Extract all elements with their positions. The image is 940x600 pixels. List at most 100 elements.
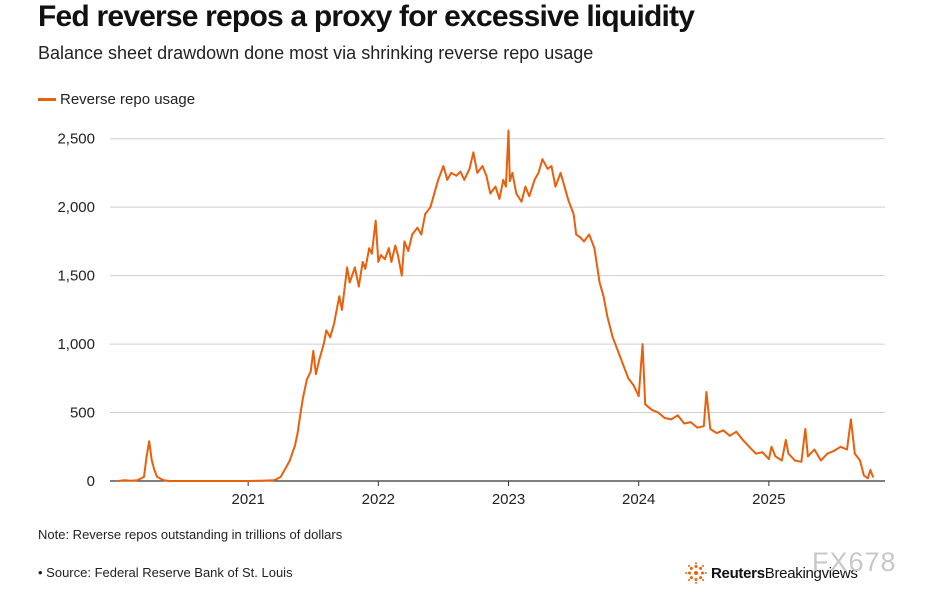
data-point xyxy=(563,185,566,188)
data-point xyxy=(123,479,126,482)
data-point xyxy=(748,445,751,448)
data-point xyxy=(559,172,562,174)
data-point xyxy=(741,439,744,441)
data-point xyxy=(195,480,198,482)
data-point xyxy=(735,430,738,433)
data-point xyxy=(387,247,390,250)
data-point xyxy=(872,476,874,478)
data-point xyxy=(380,254,382,256)
data-point xyxy=(370,252,373,255)
data-point xyxy=(850,418,852,421)
data-point xyxy=(702,425,705,428)
data-point xyxy=(416,226,419,229)
data-point xyxy=(598,281,601,284)
data-point xyxy=(411,233,414,236)
data-point xyxy=(400,274,403,277)
y-tick-label: 2,500 xyxy=(57,131,95,148)
data-point xyxy=(322,343,325,345)
data-point xyxy=(511,172,514,174)
data-point xyxy=(329,336,332,339)
data-point xyxy=(606,315,609,318)
data-point xyxy=(299,414,302,417)
data-point xyxy=(807,455,809,458)
data-point xyxy=(485,174,488,177)
data-point xyxy=(770,445,773,448)
data-point xyxy=(468,167,471,170)
data-point xyxy=(804,428,807,430)
data-point xyxy=(459,170,462,173)
data-point xyxy=(508,180,511,183)
data-point xyxy=(833,450,835,452)
data-point xyxy=(537,172,540,174)
data-point xyxy=(705,391,708,393)
data-point xyxy=(309,370,312,373)
data-point xyxy=(781,459,783,462)
data-point xyxy=(546,167,549,170)
data-point xyxy=(507,129,510,132)
series-group xyxy=(117,129,874,482)
y-tick-label: 1,500 xyxy=(57,268,95,285)
data-point xyxy=(283,469,286,471)
data-point xyxy=(787,452,790,455)
x-tick-label: 2025 xyxy=(752,491,785,508)
data-point xyxy=(357,285,360,288)
data-point xyxy=(794,459,796,462)
data-point xyxy=(136,479,139,482)
data-point xyxy=(247,480,250,482)
y-tick-label: 500 xyxy=(70,405,95,422)
data-point xyxy=(455,174,458,177)
data-point xyxy=(728,434,731,437)
data-point xyxy=(148,440,151,443)
data-point xyxy=(156,476,159,478)
chart-title: Fed reverse repos a proxy for excessive … xyxy=(38,0,695,33)
brand-logo: Reuters Breakingviews xyxy=(685,562,858,584)
y-axis: 0 500 1,000 1,500 2,000 2,500 xyxy=(57,131,95,490)
data-point xyxy=(583,240,585,243)
data-point xyxy=(312,350,315,352)
data-point xyxy=(384,258,386,261)
brand-name-rest: Breakingviews xyxy=(764,564,858,582)
data-point xyxy=(315,373,317,376)
data-point xyxy=(318,356,321,359)
data-point xyxy=(622,363,624,366)
data-point xyxy=(424,213,427,215)
data-point xyxy=(641,343,644,345)
data-point xyxy=(632,384,635,387)
data-point xyxy=(442,165,445,168)
data-point xyxy=(288,459,291,462)
data-point xyxy=(403,240,406,243)
data-point xyxy=(611,336,614,339)
data-point xyxy=(533,178,536,181)
chart-source: • Source: Federal Reserve Bank of St. Lo… xyxy=(38,565,293,580)
data-point xyxy=(657,411,660,414)
data-point xyxy=(494,185,497,188)
data-point xyxy=(433,192,436,195)
y-tick-label: 2,000 xyxy=(57,199,95,216)
data-point xyxy=(394,244,397,247)
data-point xyxy=(361,261,364,263)
data-point xyxy=(768,458,770,460)
reuters-logo-icon xyxy=(685,562,707,584)
data-point xyxy=(130,479,132,482)
chart-subtitle: Balance sheet drawdown done most via shr… xyxy=(38,43,594,63)
chart-note: Note: Reverse repos outstanding in trill… xyxy=(38,527,343,542)
data-point xyxy=(221,480,224,482)
data-point xyxy=(602,295,605,298)
data-point xyxy=(650,408,653,411)
data-point xyxy=(429,206,432,209)
data-point xyxy=(437,178,440,181)
data-point xyxy=(715,432,718,434)
data-point xyxy=(863,474,865,477)
data-point xyxy=(346,266,348,269)
chart-legend: Reverse repo usage xyxy=(38,91,195,108)
data-point xyxy=(150,459,153,462)
data-point xyxy=(481,165,484,168)
data-point xyxy=(374,219,377,222)
y-tick-label: 0 xyxy=(87,473,95,490)
data-point xyxy=(683,422,686,425)
data-point xyxy=(354,266,356,269)
data-point xyxy=(784,439,787,441)
data-point xyxy=(774,455,777,458)
data-point xyxy=(338,295,341,298)
